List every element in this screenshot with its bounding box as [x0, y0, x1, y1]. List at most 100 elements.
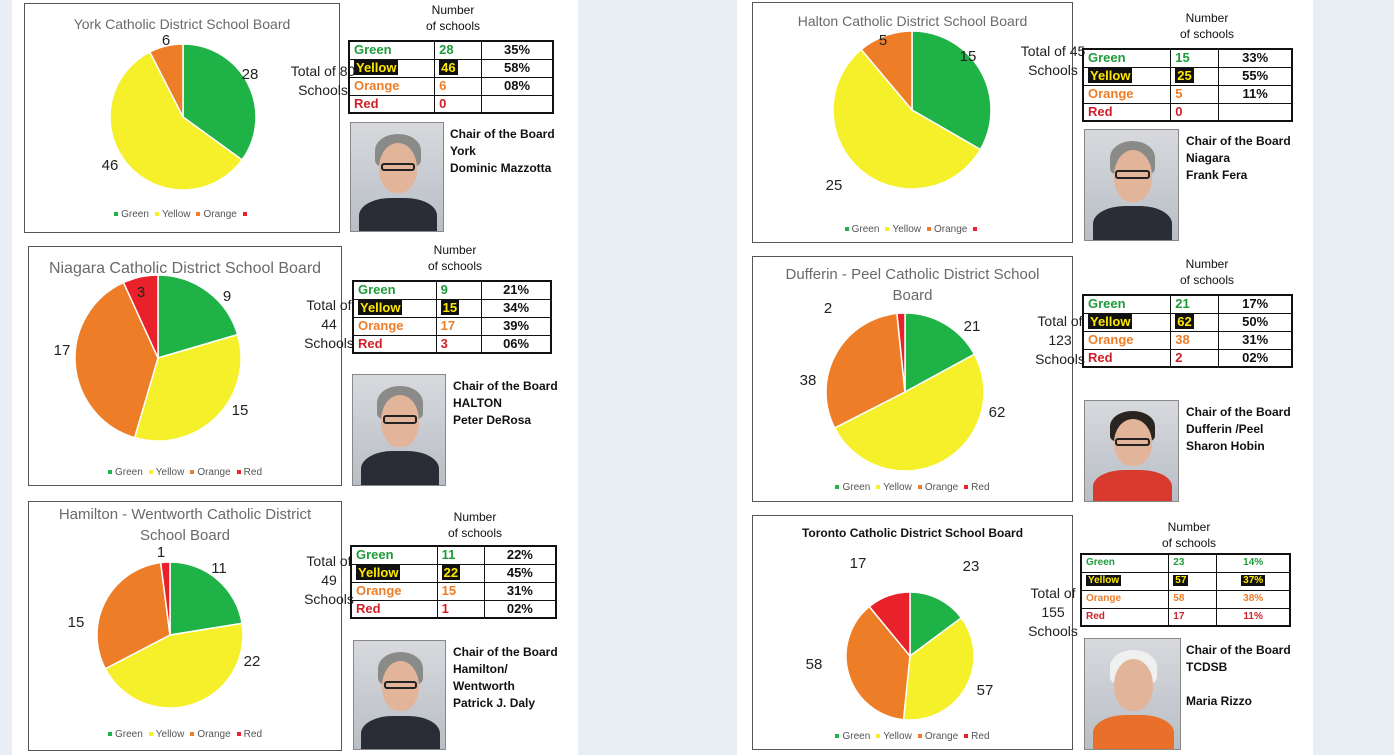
category-name: Red [356, 600, 381, 616]
category-name: Yellow [1086, 575, 1122, 586]
legend-item-orange: Orange [917, 482, 958, 493]
legend-swatch [114, 212, 119, 217]
total-line: 155 [1041, 604, 1065, 620]
hamilton-chart-panel: Hamilton - Wentworth Catholic District Sc… [28, 501, 342, 751]
chair-photo [1084, 129, 1179, 241]
category-name: Yellow [1088, 314, 1133, 329]
table-row: Orange 17 39% [352, 316, 552, 336]
category-name: Green [1086, 557, 1115, 569]
legend-swatch [835, 485, 840, 490]
portrait-face [381, 660, 420, 712]
category-name: Orange [356, 583, 402, 598]
chair-line: Wentworth [453, 679, 515, 693]
portrait-body [1092, 206, 1173, 240]
legend-swatch [926, 227, 931, 232]
chart-title-line: York Catholic District School Board [73, 16, 291, 32]
legend-label: Yellow [892, 224, 921, 235]
count-cell: 1 [436, 599, 485, 619]
legend-label: Yellow [161, 209, 191, 220]
portrait-glasses [381, 162, 415, 172]
count-cell: 25 [1170, 66, 1220, 86]
count-cell: 0 [434, 94, 483, 114]
count-value: 17 [440, 318, 456, 333]
count-cell: 11 [436, 545, 485, 565]
percent-value: 37% [1241, 575, 1266, 586]
portrait-body [1092, 715, 1175, 749]
legend-item-orange: Orange [196, 209, 237, 220]
count-value: 2 [1175, 349, 1183, 365]
chair-line: HALTON [453, 396, 502, 410]
count-cell: 62 [1170, 312, 1220, 332]
percent-cell: 06% [481, 334, 552, 354]
total-line: Total of [1030, 585, 1076, 601]
category-name: Green [1088, 50, 1126, 66]
chair-caption: Chair of the Board York Dominic Mazzotta [450, 126, 555, 177]
chair-heading: Chair of the Board [450, 127, 555, 141]
table-header-line: of schools [425, 19, 481, 33]
count-value: 28 [439, 42, 454, 58]
percent-cell: 17% [1218, 294, 1293, 314]
portrait-face [1114, 659, 1153, 711]
table-row: Green 15 33% [1082, 48, 1293, 68]
count-value: 3 [440, 335, 448, 351]
count-value: 5 [1175, 86, 1183, 101]
chair-heading: Chair of the Board [453, 645, 558, 659]
table-row: Yellow 22 45% [350, 563, 557, 583]
total-line: Total of [1037, 313, 1083, 329]
chair-line: Dominic Mazzotta [450, 161, 552, 175]
legend-swatch [876, 734, 881, 739]
hamilton-count-table: Green 11 22% Yellow 22 45% Orange 15 31% Red 1 02% [350, 545, 557, 619]
chart-title: Halton Catholic District School Board [753, 11, 1072, 32]
category-name: Yellow [354, 60, 399, 75]
legend-swatch [964, 734, 969, 739]
category-name: Red [1086, 610, 1105, 622]
table-row: Red 1 02% [350, 599, 557, 619]
legend-item-yellow: Yellow [148, 467, 185, 478]
count-value: 57 [1173, 575, 1189, 586]
portrait-glasses [1115, 437, 1150, 446]
category-name: Red [1088, 349, 1113, 365]
table-row: Green 23 14% [1080, 553, 1291, 573]
total-line: Schools [1035, 351, 1085, 367]
count-cell: 22 [436, 563, 485, 583]
total-line: Schools [1028, 623, 1078, 639]
legend-swatch [964, 485, 969, 490]
legend-label: Orange [197, 467, 231, 478]
table-header-line: of schools [1161, 536, 1217, 550]
chair-caption: Chair of the Board TCDSB Maria Rizzo [1186, 642, 1291, 710]
table-row: Yellow 25 55% [1082, 66, 1293, 86]
chair-caption: Chair of the Board Dufferin /Peel Sharon H… [1186, 404, 1291, 455]
dufferin-peel-count-table: Green 21 17% Yellow 62 50% Orange 38 31% Red 2 02% [1082, 294, 1293, 368]
percent-cell: 39% [481, 316, 552, 336]
chair-line [1186, 676, 1291, 693]
legend-item-red: Red [236, 467, 262, 478]
legend-swatch [917, 734, 922, 739]
count-value: 9 [440, 282, 448, 298]
category-name: Orange [358, 318, 404, 333]
legend-label: Yellow [155, 729, 185, 740]
category-cell: Green [1082, 48, 1172, 68]
legend-label: Yellow [155, 467, 185, 478]
portrait-body [361, 715, 440, 749]
percent-cell: 55% [1218, 66, 1293, 86]
category-cell: Green [350, 545, 438, 565]
count-cell: 9 [435, 280, 483, 300]
chart-legend: Green Yellow Orange Red [753, 731, 1072, 742]
count-value: 15 [1175, 50, 1190, 66]
chair-heading: Chair of the Board [1186, 134, 1291, 148]
count-cell: 3 [435, 334, 483, 354]
percent-cell: 31% [1218, 330, 1293, 350]
percent-cell: 02% [483, 599, 557, 619]
table-header: Number of schools [1157, 256, 1257, 288]
category-cell: Red [348, 94, 436, 114]
chair-line: Frank Fera [1186, 168, 1248, 182]
category-name: Red [354, 95, 379, 111]
legend-swatch [190, 732, 195, 737]
chart-legend: Green Yellow Orange [753, 224, 1072, 235]
category-cell: Green [1080, 553, 1170, 573]
total-line: Total of [306, 553, 352, 569]
count-cell: 23 [1168, 553, 1218, 573]
toronto-count-table: Green 23 14% Yellow 57 37% Orange 58 38% Red 17 11% [1080, 553, 1291, 627]
halton-count-table: Green 15 33% Yellow 25 55% Orange 5 11% Red 0 [1082, 48, 1293, 122]
table-row: Green 11 22% [350, 545, 557, 565]
